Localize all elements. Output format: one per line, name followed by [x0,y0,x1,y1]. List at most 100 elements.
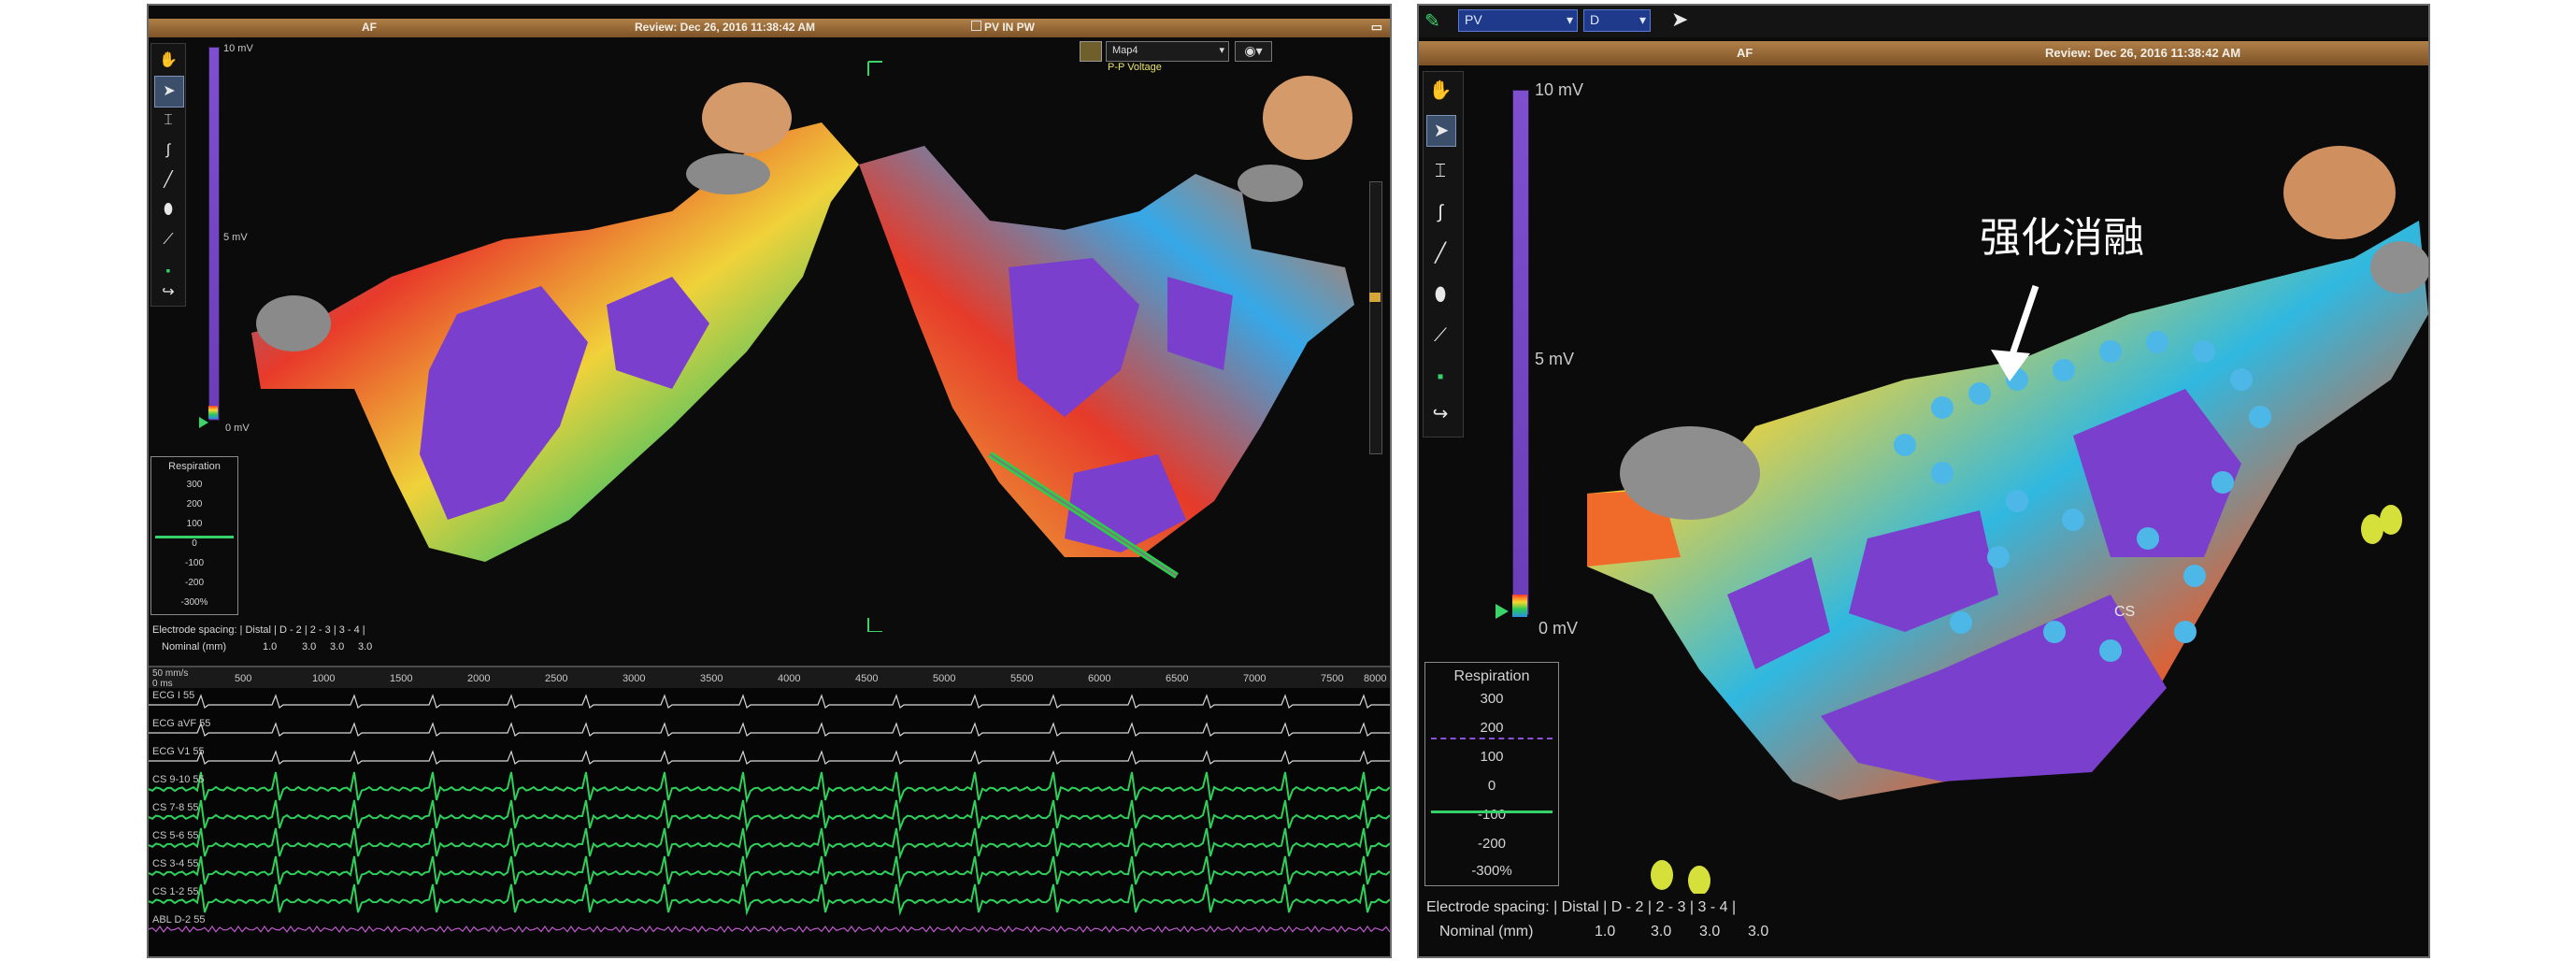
zoom-slider-thumb[interactable] [1369,293,1381,302]
low-voltage-region-2 [607,277,709,389]
ecg-channel-label[interactable]: CS 5-6 55 [152,830,199,841]
ecg-channel-label[interactable]: CS 7-8 55 [152,802,199,813]
left-window-controls[interactable]: ▭ [1370,20,1382,34]
right-nominal-1: 1.0 [1595,924,1616,939]
scale-slider-handle[interactable] [199,417,208,428]
left-nominal-4: 3.0 [358,641,373,653]
cursor-arrow-icon[interactable]: ➤ [1671,7,1689,31]
ecg-trace-2 [149,750,1390,765]
checkbox-icon[interactable] [971,21,981,31]
left-ecg-panel[interactable]: 50 mm/s 0 ms 500 1000 1500 2000 2500 300… [149,666,1390,958]
left-nominal-2: 3.0 [302,641,317,653]
ecg-channel-label[interactable]: CS 9-10 55 [152,774,205,785]
needle-tool-icon[interactable]: ⟋ [163,232,174,248]
lasso-icon[interactable]: ↪ [162,284,175,300]
resp-tick-300: 300 [186,480,203,490]
time-ruler-speed: 50 mm/s [152,668,189,679]
right-3d-voltage-map[interactable] [1419,71,2430,894]
time-tick-6000: 6000 [1088,673,1111,684]
ecg-trace-1 [149,722,1390,737]
lasso-icon[interactable]: ↪ [1432,404,1449,424]
left-mapping-window: AF Review: Dec 26, 2016 11:38:42 AM PV I… [147,4,1392,958]
resp-tick-200: 200 [1480,720,1504,736]
ecg-channel-label[interactable]: CS 1-2 55 [152,886,199,897]
ellipse-tool-icon[interactable]: ⬮ [163,202,174,218]
right-electrode-spacing: Electrode spacing: | Distal | D - 2 | 2 … [1426,899,1737,915]
scale-top-label: 10 mV [223,43,253,54]
zoom-slider[interactable] [1369,181,1382,454]
chevron-down-icon[interactable]: ▾ [1639,12,1646,27]
time-tick-2000: 2000 [467,673,491,684]
left-appendage [256,295,331,351]
resp-tick-300: 300 [1480,691,1504,707]
ecg-channel-label[interactable]: ECG V1 55 [152,746,205,757]
time-tick-2500: 2500 [545,673,568,684]
left-title-review: Review: Dec 26, 2016 11:38:42 AM [635,21,816,34]
scale-slider-handle[interactable] [1496,604,1509,619]
right-respiration-panel: Respiration 300 200 100 0 -100 -200 -300… [1424,662,1559,886]
low-voltage-region-d [1727,557,1830,669]
ecg-trace-7 [149,883,1390,916]
time-tick-500: 500 [235,673,252,684]
caliper-icon[interactable]: ⌶ [1435,161,1446,181]
voltage-scale-bar[interactable] [208,47,220,421]
resp-tick-neg300: -300% [1471,863,1512,879]
ecg-traces[interactable] [149,688,1390,958]
ecg-channel-label[interactable]: CS 3-4 55 [152,858,199,869]
right-title-bar: AF Review: Dec 26, 2016 11:38:42 AM [1419,41,2428,65]
left-title-af: AF [362,21,377,34]
pencil-icon[interactable]: ✎ [1424,11,1440,32]
green-marker-icon[interactable]: ▪ [165,263,171,278]
green-marker-icon[interactable]: ▪ [1437,366,1444,387]
view-select-pv[interactable]: PV ▾ [1458,9,1578,32]
right-nominal-2: 3.0 [1651,924,1672,939]
voltage-scale-low-band [1512,595,1527,617]
caliper-icon[interactable]: ⌶ [164,112,173,128]
map-icon[interactable] [1080,41,1102,62]
left-nominal-1: 1.0 [263,641,278,653]
right-top-toolbar: ✎ PV ▾ D ▾ ➤ [1419,6,2428,37]
chevron-down-icon[interactable]: ▾ [1219,45,1224,56]
right-title-review: Review: Dec 26, 2016 11:38:42 AM [2045,46,2241,60]
left-3d-voltage-map[interactable] [149,34,1392,632]
hand-icon[interactable]: ✋ [159,52,178,68]
catheter-tool-icon[interactable]: ╱ [1434,243,1447,264]
curve-tool-icon[interactable]: ∫ [165,142,171,158]
map-type-label: P-P Voltage [1108,62,1162,73]
left-respiration-panel: Respiration 300 200 100 0 -100 -200 -300… [150,456,238,615]
chevron-down-icon[interactable]: ▾ [1566,12,1573,27]
left-title-bar: AF Review: Dec 26, 2016 11:38:42 AM PV I… [149,19,1390,37]
time-tick-4500: 4500 [855,673,879,684]
respiration-title: Respiration [1453,668,1530,684]
low-voltage-region-1 [420,286,588,520]
map-select[interactable]: Map4 ▾ [1106,41,1229,62]
left-tool-palette: ✋ ➤ ⌶ ∫ ╱ ⬮ ⟋ ▪ ↪ [150,43,186,307]
ellipse-tool-icon[interactable]: ⬮ [1434,284,1447,305]
ecg-channel-label[interactable]: ECG aVF 55 [152,718,211,729]
ecg-trace-0 [149,694,1390,709]
pointer-icon[interactable]: ➤ [1426,115,1456,147]
catheter-tool-icon[interactable]: ╱ [164,172,173,188]
hand-icon[interactable]: ✋ [1428,80,1453,101]
resp-tick-neg300: -300% [180,597,208,608]
low-voltage-region-a [1821,595,2167,782]
left-nominal-label: Nominal (mm) [162,641,227,653]
left-title-view[interactable]: PV IN PW [971,21,1035,34]
view-select-d[interactable]: D ▾ [1583,9,1651,32]
needle-tool-icon[interactable]: ⟋ [1434,325,1447,346]
ecg-channel-label[interactable]: ABL D-2 55 [152,914,206,925]
curve-tool-icon[interactable]: ∫ [1438,202,1443,222]
scale-top-label: 10 mV [1535,80,1584,99]
ecg-channel-label[interactable]: ECG I 55 [152,690,195,701]
right-nominal-label: Nominal (mm) [1439,924,1534,939]
catheter-core [989,453,1178,577]
right-mapping-window: ✎ PV ▾ D ▾ ➤ AF Review: Dec 26, 2016 11:… [1417,4,2430,958]
right-atrium-body [1587,221,2428,800]
resp-tick-100: 100 [186,519,203,529]
ablation-annotation-label: 强化消融 [1980,214,2144,262]
right-nominal-3: 3.0 [1699,924,1721,939]
resp-tick-neg100: -100 [184,558,204,568]
scale-mid-label: 5 mV [1535,350,1575,368]
pointer-icon[interactable]: ➤ [154,76,184,108]
eye-icon[interactable]: ◉▾ [1235,41,1272,62]
